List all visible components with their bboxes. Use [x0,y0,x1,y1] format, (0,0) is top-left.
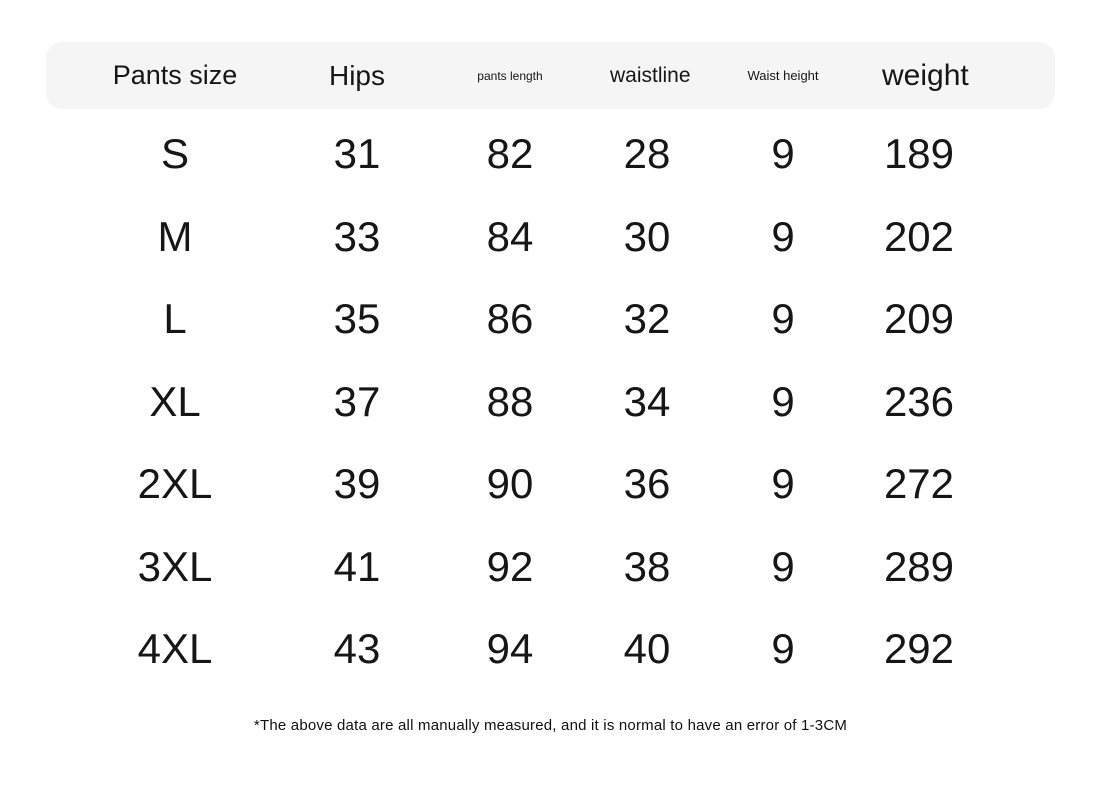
table-cell-pants-length: 90 [486,460,534,508]
table-cell-pants-length: 86 [486,295,534,343]
table-cell-pants-length: 82 [486,130,534,178]
table-cell-weight: 202 [883,212,955,260]
table-cell-hips: 33 [333,212,381,260]
table-cell-weight: 236 [883,377,955,425]
table-cell-waist-height: 9 [771,625,795,673]
table-cell-hips: 43 [333,625,381,673]
table-cell-weight: 272 [883,460,955,508]
column-header-hips: Hips [328,59,385,91]
table-cell-waistline: 32 [623,295,671,343]
table-cell-weight: 209 [883,295,955,343]
table-cell-waist-height: 9 [771,295,795,343]
table-cell-hips: 39 [333,460,381,508]
table-cell-hips: 35 [333,295,381,343]
table-row: 4XL 43 94 40 9 292 [46,608,956,691]
table-cell-waist-height: 9 [771,377,795,425]
size-chart-header: Pants size Hips pants length waistline W… [46,42,1055,109]
table-cell-pants-length: 88 [486,377,534,425]
table-cell-size: 4XL [137,625,213,673]
table-cell-waistline: 38 [623,542,671,590]
table-cell-weight: 189 [883,130,955,178]
table-cell-weight: 292 [883,625,955,673]
column-header-weight: weight [882,58,969,92]
table-cell-hips: 37 [333,377,381,425]
column-header-waist-height: Waist height [747,68,819,83]
table-cell-size: S [160,130,189,178]
table-cell-waistline: 40 [623,625,671,673]
table-cell-size: 2XL [137,460,213,508]
table-cell-size: L [163,295,187,343]
table-cell-waist-height: 9 [771,542,795,590]
table-cell-pants-length: 84 [486,212,534,260]
table-cell-size: 3XL [137,542,213,590]
table-cell-waistline: 30 [623,212,671,260]
table-cell-pants-length: 94 [486,625,534,673]
table-cell-hips: 41 [333,542,381,590]
table-cell-waist-height: 9 [771,212,795,260]
table-cell-waist-height: 9 [771,460,795,508]
table-row: 2XL 39 90 36 9 272 [46,443,956,526]
table-cell-pants-length: 92 [486,542,534,590]
table-cell-weight: 289 [883,542,955,590]
table-cell-waistline: 36 [623,460,671,508]
table-row: XL 37 88 34 9 236 [46,361,956,444]
table-row: S 31 82 28 9 189 [46,113,956,196]
column-header-waistline: waistline [610,64,691,87]
table-cell-waist-height: 9 [771,130,795,178]
column-header-pants-length: pants length [477,68,543,83]
column-header-pants-size: Pants size [112,60,238,90]
table-cell-size: XL [149,377,201,425]
size-chart-body: S 31 82 28 9 189 M 33 84 30 9 202 L 35 8… [46,109,1055,691]
measurement-disclaimer: *The above data are all manually measure… [253,716,848,734]
table-row: M 33 84 30 9 202 [46,196,956,279]
table-cell-waistline: 28 [623,130,671,178]
table-row: 3XL 41 92 38 9 289 [46,526,956,609]
table-cell-hips: 31 [333,130,381,178]
table-cell-size: M [157,212,193,260]
table-row: L 35 86 32 9 209 [46,278,956,361]
table-cell-waistline: 34 [623,377,671,425]
size-chart: Pants size Hips pants length waistline W… [46,42,1055,734]
